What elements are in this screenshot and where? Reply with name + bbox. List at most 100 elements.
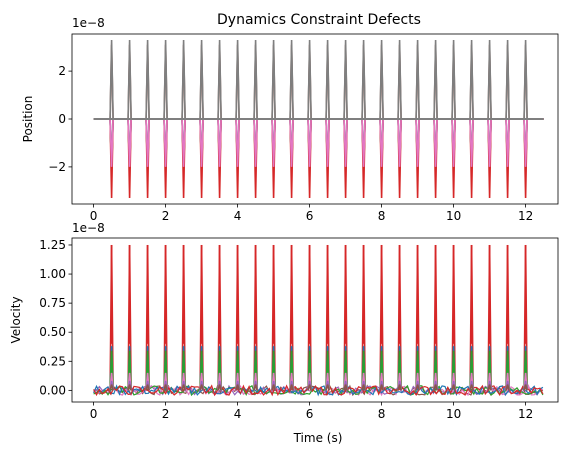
position-spike-s4-t6	[217, 118, 222, 167]
velocity-spike-s5-t3	[163, 384, 168, 391]
velocity-spike-s5-t23	[523, 384, 528, 391]
velocity-spike-s5-t2	[145, 384, 150, 391]
x-tick-label: 10	[446, 209, 461, 223]
position-spike-s4-t0	[109, 118, 114, 167]
position-spike-s4-t13	[343, 118, 348, 167]
position-plot-area	[93, 39, 544, 199]
chart-title: Dynamics Constraint Defects	[217, 12, 421, 28]
position-y-label: Position	[21, 96, 35, 143]
position-spike-s4-t8	[253, 118, 258, 167]
position-spike-s6-t5	[199, 39, 204, 120]
position-x-ticks: 0 2 4 6 8 10 12	[90, 204, 533, 223]
x-tick-label: 10	[446, 407, 461, 421]
velocity-spike-s5-t18	[433, 384, 438, 391]
position-spike-s4-t12	[325, 118, 330, 167]
x-tick-label: 12	[518, 407, 533, 421]
position-spike-s4-t7	[235, 118, 240, 167]
velocity-x-ticks: 0 2 4 6 8 10 12	[90, 402, 533, 421]
position-spike-s4-t21	[487, 118, 492, 167]
velocity-spike-s5-t19	[451, 384, 456, 391]
y-tick-label: 0.75	[39, 296, 66, 310]
x-tick-label: 0	[90, 407, 98, 421]
y-tick-label: 1.00	[39, 267, 66, 281]
position-spike-s6-t8	[253, 39, 258, 120]
position-spike-s6-t20	[469, 39, 474, 120]
velocity-spike-s5-t15	[379, 384, 384, 391]
velocity-spike-s5-t1	[127, 384, 132, 391]
x-tick-label: 8	[378, 209, 386, 223]
x-tick-label: 6	[306, 407, 314, 421]
position-spike-s6-t12	[325, 39, 330, 120]
y-tick-label: −2	[48, 160, 66, 174]
position-spike-s4-t11	[307, 118, 312, 167]
position-spike-s6-t17	[415, 39, 420, 120]
velocity-spike-s5-t4	[181, 384, 186, 391]
velocity-axes-frame	[71, 237, 559, 403]
x-tick-label: 0	[90, 209, 98, 223]
velocity-plot-area	[93, 244, 544, 397]
position-spike-s4-t14	[361, 118, 366, 167]
velocity-spike-s5-t21	[487, 384, 492, 391]
velocity-y-label: Velocity	[9, 296, 23, 343]
velocity-spike-s5-t8	[253, 384, 258, 391]
velocity-noise-s1	[93, 384, 544, 397]
velocity-spike-s5-t10	[289, 384, 294, 391]
position-spike-s4-t9	[271, 118, 276, 167]
velocity-y-ticks: 0.00 0.25 0.50 0.75 1.00 1.25	[39, 238, 72, 397]
position-spike-s4-t17	[415, 118, 420, 167]
position-spike-s4-t20	[469, 118, 474, 167]
position-spike-s4-t5	[199, 118, 204, 167]
position-spike-s4-t10	[289, 118, 294, 167]
position-spike-s4-t22	[505, 118, 510, 167]
x-tick-label: 8	[378, 407, 386, 421]
velocity-spike-s5-t13	[343, 384, 348, 391]
velocity-spike-s5-t5	[199, 384, 204, 391]
position-offset-text: 1e−8	[72, 16, 105, 30]
position-spike-s4-t19	[451, 118, 456, 167]
velocity-offset-text: 1e−8	[72, 221, 105, 235]
position-spike-s4-t18	[433, 118, 438, 167]
position-spike-s6-t10	[289, 39, 294, 120]
position-spike-s4-t4	[181, 118, 186, 167]
velocity-spike-s5-t20	[469, 384, 474, 391]
position-spike-s4-t16	[397, 118, 402, 167]
position-spike-s6-t18	[433, 39, 438, 120]
position-spike-s6-t13	[343, 39, 348, 120]
velocity-spike-s5-t6	[217, 384, 222, 391]
y-tick-label: 2	[58, 64, 66, 78]
position-axes: Dynamics Constraint Defects 1e−8 0 2 4 6 8 10…	[21, 12, 559, 223]
position-spike-s6-t6	[217, 39, 222, 120]
x-tick-label: 4	[234, 407, 242, 421]
x-axis-label: Time (s)	[293, 431, 343, 445]
velocity-axes: 1e−8 0 2 4 6 8 10 12 0.000.250.500.751.001.25 …	[9, 221, 559, 445]
velocity-spike-s5-t12	[325, 384, 330, 391]
x-tick-label: 4	[234, 209, 242, 223]
velocity-spike-s5-t9	[271, 384, 276, 391]
position-spike-s6-t22	[505, 39, 510, 120]
x-tick-label: 2	[162, 407, 170, 421]
position-spike-s6-t2	[145, 39, 150, 120]
position-spike-s4-t3	[163, 118, 168, 167]
position-spike-s6-t4	[181, 39, 186, 120]
position-spike-s6-t16	[397, 39, 402, 120]
position-spike-s4-t1	[127, 118, 132, 167]
velocity-spike-s5-t0	[109, 384, 114, 391]
position-spike-s4-t15	[379, 118, 384, 167]
y-tick-label: 0.50	[39, 325, 66, 339]
position-spike-s4-t2	[145, 118, 150, 167]
velocity-spike-s5-t17	[415, 384, 420, 391]
x-tick-label: 6	[306, 209, 314, 223]
y-tick-label: 0.00	[39, 383, 66, 397]
position-spike-s6-t9	[271, 39, 276, 120]
position-y-ticks: −2 0 2	[48, 64, 72, 174]
velocity-spike-s5-t14	[361, 384, 366, 391]
position-spike-s6-t0	[109, 39, 114, 120]
position-spike-s6-t14	[361, 39, 366, 120]
velocity-spike-s5-t7	[235, 384, 240, 391]
y-tick-label: 1.25	[39, 238, 66, 252]
y-tick-label: 0	[58, 112, 66, 126]
x-tick-label: 2	[162, 209, 170, 223]
position-spike-s6-t19	[451, 39, 456, 120]
position-spike-s6-t7	[235, 39, 240, 120]
